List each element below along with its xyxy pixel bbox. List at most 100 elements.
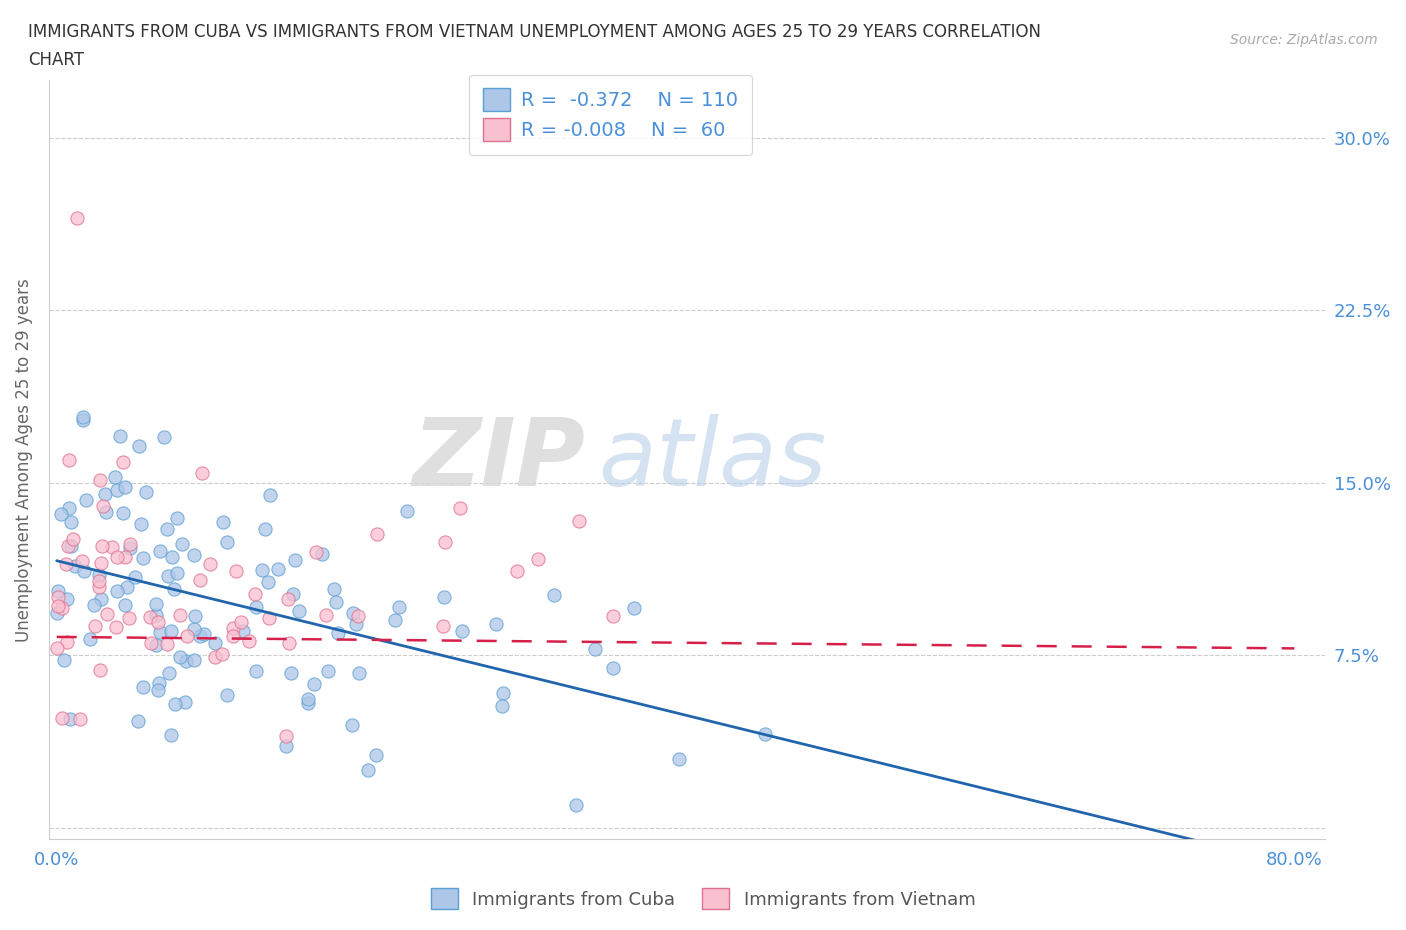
Point <box>105 483 128 498</box>
Point <box>79 631 101 646</box>
Point <box>602 660 624 675</box>
Point <box>183 608 205 623</box>
Point <box>395 503 418 518</box>
Point <box>256 574 278 589</box>
Point <box>165 697 187 711</box>
Point <box>315 607 337 622</box>
Point <box>107 550 129 565</box>
Point <box>245 663 267 678</box>
Point <box>72 413 94 428</box>
Point <box>157 568 180 583</box>
Point <box>56 635 79 650</box>
Point <box>188 573 211 588</box>
Point <box>128 438 150 453</box>
Point <box>506 564 529 578</box>
Text: CHART: CHART <box>28 51 84 69</box>
Point <box>527 551 550 566</box>
Point <box>131 679 153 694</box>
Point <box>200 557 222 572</box>
Legend: Immigrants from Cuba, Immigrants from Vietnam: Immigrants from Cuba, Immigrants from Vi… <box>423 881 983 916</box>
Point <box>668 751 690 766</box>
Point <box>183 653 205 668</box>
Point <box>451 624 474 639</box>
Point <box>59 711 82 726</box>
Point <box>46 605 69 620</box>
Point <box>87 579 110 594</box>
Point <box>169 649 191 664</box>
Point <box>243 587 266 602</box>
Point <box>46 599 69 614</box>
Point <box>160 624 183 639</box>
Point <box>287 604 309 618</box>
Point <box>276 738 298 753</box>
Point <box>149 543 172 558</box>
Point <box>146 683 169 698</box>
Point <box>304 677 326 692</box>
Point <box>105 619 128 634</box>
Point <box>51 507 73 522</box>
Point <box>485 617 508 631</box>
Point <box>75 493 97 508</box>
Point <box>58 500 80 515</box>
Point <box>58 452 80 467</box>
Point <box>153 430 176 445</box>
Point <box>193 627 215 642</box>
Point <box>357 762 380 777</box>
Point <box>96 505 118 520</box>
Point <box>623 601 645 616</box>
Point <box>188 629 211 644</box>
Point <box>346 608 368 623</box>
Point <box>63 559 86 574</box>
Point <box>267 561 290 576</box>
Point <box>432 618 454 633</box>
Point <box>112 505 135 520</box>
Point <box>166 565 188 580</box>
Point <box>215 535 238 550</box>
Point <box>135 485 157 499</box>
Point <box>305 545 328 560</box>
Point <box>87 574 110 589</box>
Point <box>433 534 456 549</box>
Point <box>115 580 138 595</box>
Text: atlas: atlas <box>598 414 827 505</box>
Point <box>53 653 76 668</box>
Point <box>278 636 301 651</box>
Point <box>146 615 169 630</box>
Y-axis label: Unemployment Among Ages 25 to 29 years: Unemployment Among Ages 25 to 29 years <box>15 278 32 642</box>
Point <box>51 601 73 616</box>
Point <box>204 650 226 665</box>
Point <box>129 516 152 531</box>
Point <box>120 536 142 551</box>
Point <box>297 695 319 710</box>
Point <box>238 633 260 648</box>
Point <box>90 538 112 553</box>
Point <box>191 466 214 481</box>
Point <box>602 608 624 623</box>
Point <box>46 590 69 604</box>
Point <box>89 567 111 582</box>
Point <box>215 688 238 703</box>
Point <box>114 598 136 613</box>
Point <box>62 532 84 547</box>
Point <box>222 629 245 644</box>
Point <box>72 409 94 424</box>
Point <box>105 583 128 598</box>
Point <box>204 635 226 650</box>
Point <box>145 596 167 611</box>
Point <box>45 641 67 656</box>
Point <box>433 590 456 604</box>
Point <box>91 498 114 513</box>
Point <box>212 515 235 530</box>
Point <box>318 663 340 678</box>
Point <box>568 513 591 528</box>
Point <box>59 514 82 529</box>
Point <box>114 549 136 564</box>
Point <box>183 548 205 563</box>
Point <box>73 564 96 578</box>
Point <box>51 711 73 725</box>
Point <box>70 553 93 568</box>
Point <box>366 527 388 542</box>
Text: Source: ZipAtlas.com: Source: ZipAtlas.com <box>1230 33 1378 46</box>
Point <box>250 563 273 578</box>
Point <box>169 608 191 623</box>
